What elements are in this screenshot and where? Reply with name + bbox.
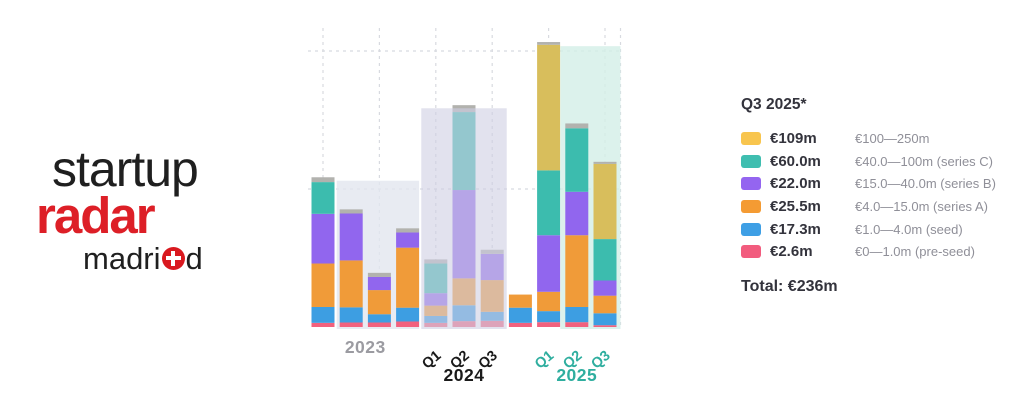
- legend-color-swatch: [741, 177, 761, 191]
- legend-row: €22.0m €15.0—40.0m (series B): [741, 172, 1011, 195]
- bar-segment-2023-Q2: [339, 307, 363, 323]
- bar-segment-2025-Q3: [593, 239, 617, 281]
- bar-segment-2023-Q4: [396, 228, 420, 233]
- legend-rows: €109m €100—250m €60.0m €40.0—100m (serie…: [741, 127, 1011, 263]
- bar-segment-2023-Q3: [367, 322, 391, 327]
- bar-segment-2025-Q1: [537, 44, 561, 171]
- bar-segment-2023-Q2: [339, 213, 363, 261]
- x-label-year-2024: 2024: [444, 365, 485, 385]
- x-label-quarter: Q1: [419, 348, 444, 373]
- bar-segment-2025-Q2: [565, 322, 589, 327]
- legend-range-label: €40.0—100m (series C): [855, 153, 993, 169]
- legend-amount: €25.5m: [770, 197, 821, 215]
- logo-word-startup: startup: [52, 141, 199, 197]
- bar-segment-2023-Q1: [311, 182, 335, 214]
- bar-segment-2023-Q1: [311, 263, 335, 307]
- legend-header: Q3 2025*: [741, 96, 807, 113]
- legend-amount: €2.6m: [770, 243, 813, 261]
- legend-color-swatch: [741, 245, 761, 259]
- legend-panel: Q3 2025* €109m €100—250m €60.0m €40.0—10…: [741, 96, 1011, 296]
- bar-segment-2023-Q3: [367, 314, 391, 323]
- x-label-year-2025: 2025: [556, 365, 597, 385]
- bar-segment-2023-Q4: [396, 321, 420, 327]
- legend-color-swatch: [741, 154, 761, 168]
- bar-segment-2023-Q1: [311, 177, 335, 183]
- legend-color-swatch: [741, 199, 761, 213]
- bar-segment-2025-Q2: [565, 123, 589, 129]
- legend-row: €109m €100—250m: [741, 127, 1011, 150]
- logo-word-madrid: madri d: [36, 243, 256, 274]
- bar-segment-2023-Q1: [311, 213, 335, 264]
- legend-range-label: €1.0—4.0m (seed): [855, 221, 963, 237]
- bar-segment-2025-Q3: [593, 325, 617, 327]
- bar-segment-2023-Q3: [367, 276, 391, 291]
- bar-segment-2023-Q3: [367, 290, 391, 315]
- legend-range-label: €4.0—15.0m (series A): [855, 198, 988, 214]
- bar-segment-2025-Q3: [593, 161, 617, 164]
- bar-segment-2023-Q2: [339, 209, 363, 214]
- bar-segment-2024-Q4: [508, 294, 532, 308]
- bar-segment-2023-Q3: [367, 272, 391, 277]
- bar-segment-2023-Q4: [396, 307, 420, 322]
- logo-word-radar: radar: [36, 187, 156, 244]
- bar-segment-2025-Q1: [537, 42, 561, 45]
- legend-row: €25.5m €4.0—15.0m (series A): [741, 195, 1011, 218]
- legend-color-swatch: [741, 222, 761, 236]
- bar-segment-2025-Q3: [593, 280, 617, 296]
- legend-range-label: €0—1.0m (pre-seed): [855, 244, 975, 260]
- legend-total: Total: €236m: [741, 278, 838, 296]
- bar-segment-2025-Q1: [537, 235, 561, 292]
- logo-madrid-prefix: madri: [83, 240, 161, 276]
- legend-range-label: €100—250m: [855, 130, 930, 146]
- legend-row: €60.0m €40.0—100m (series C): [741, 150, 1011, 173]
- bar-segment-2025-Q3: [593, 163, 617, 240]
- bar-segment-2025-Q1: [537, 291, 561, 312]
- legend-amount: €22.0m: [770, 175, 821, 193]
- bar-segment-2023-Q4: [396, 247, 420, 308]
- logo-madrid-suffix: d: [185, 240, 203, 276]
- reference-box-2024-Q1-Q3: [421, 108, 507, 330]
- x-label-quarter: Q1: [532, 348, 557, 373]
- bar-segment-2025-Q2: [565, 128, 589, 192]
- bar-segment-2023-Q1: [311, 322, 335, 327]
- bar-segment-2025-Q2: [565, 306, 589, 323]
- x-label-year-2023: 2023: [345, 337, 386, 357]
- bar-segment-2025-Q3: [593, 313, 617, 326]
- bar-segment-2023-Q2: [339, 322, 363, 327]
- bar-segment-2024-Q4: [508, 322, 532, 327]
- bar-segment-2024-Q4: [508, 307, 532, 323]
- legend-amount: €17.3m: [770, 220, 821, 238]
- legend-amount: €60.0m: [770, 152, 821, 170]
- bar-segment-2025-Q1: [537, 170, 561, 236]
- bar-segment-2023-Q1: [311, 306, 335, 323]
- plus-circle-icon: [161, 246, 185, 270]
- legend-color-swatch: [741, 131, 761, 145]
- bar-segment-2025-Q2: [565, 235, 589, 307]
- bar-segment-2025-Q3: [593, 295, 617, 314]
- legend-amount: €109m: [770, 129, 817, 147]
- bar-segment-2023-Q2: [339, 260, 363, 308]
- bar-segment-2025-Q1: [537, 322, 561, 327]
- bar-segment-2025-Q2: [565, 191, 589, 236]
- legend-row: €2.6m €0—1.0m (pre-seed): [741, 240, 1011, 263]
- legend-range-label: €15.0—40.0m (series B): [855, 176, 996, 192]
- bar-segment-2025-Q1: [537, 311, 561, 323]
- startup-radar-madrid-logo: startup radar madri d: [36, 144, 256, 274]
- bar-segment-2023-Q4: [396, 232, 420, 248]
- legend-row: €17.3m €1.0—4.0m (seed): [741, 218, 1011, 241]
